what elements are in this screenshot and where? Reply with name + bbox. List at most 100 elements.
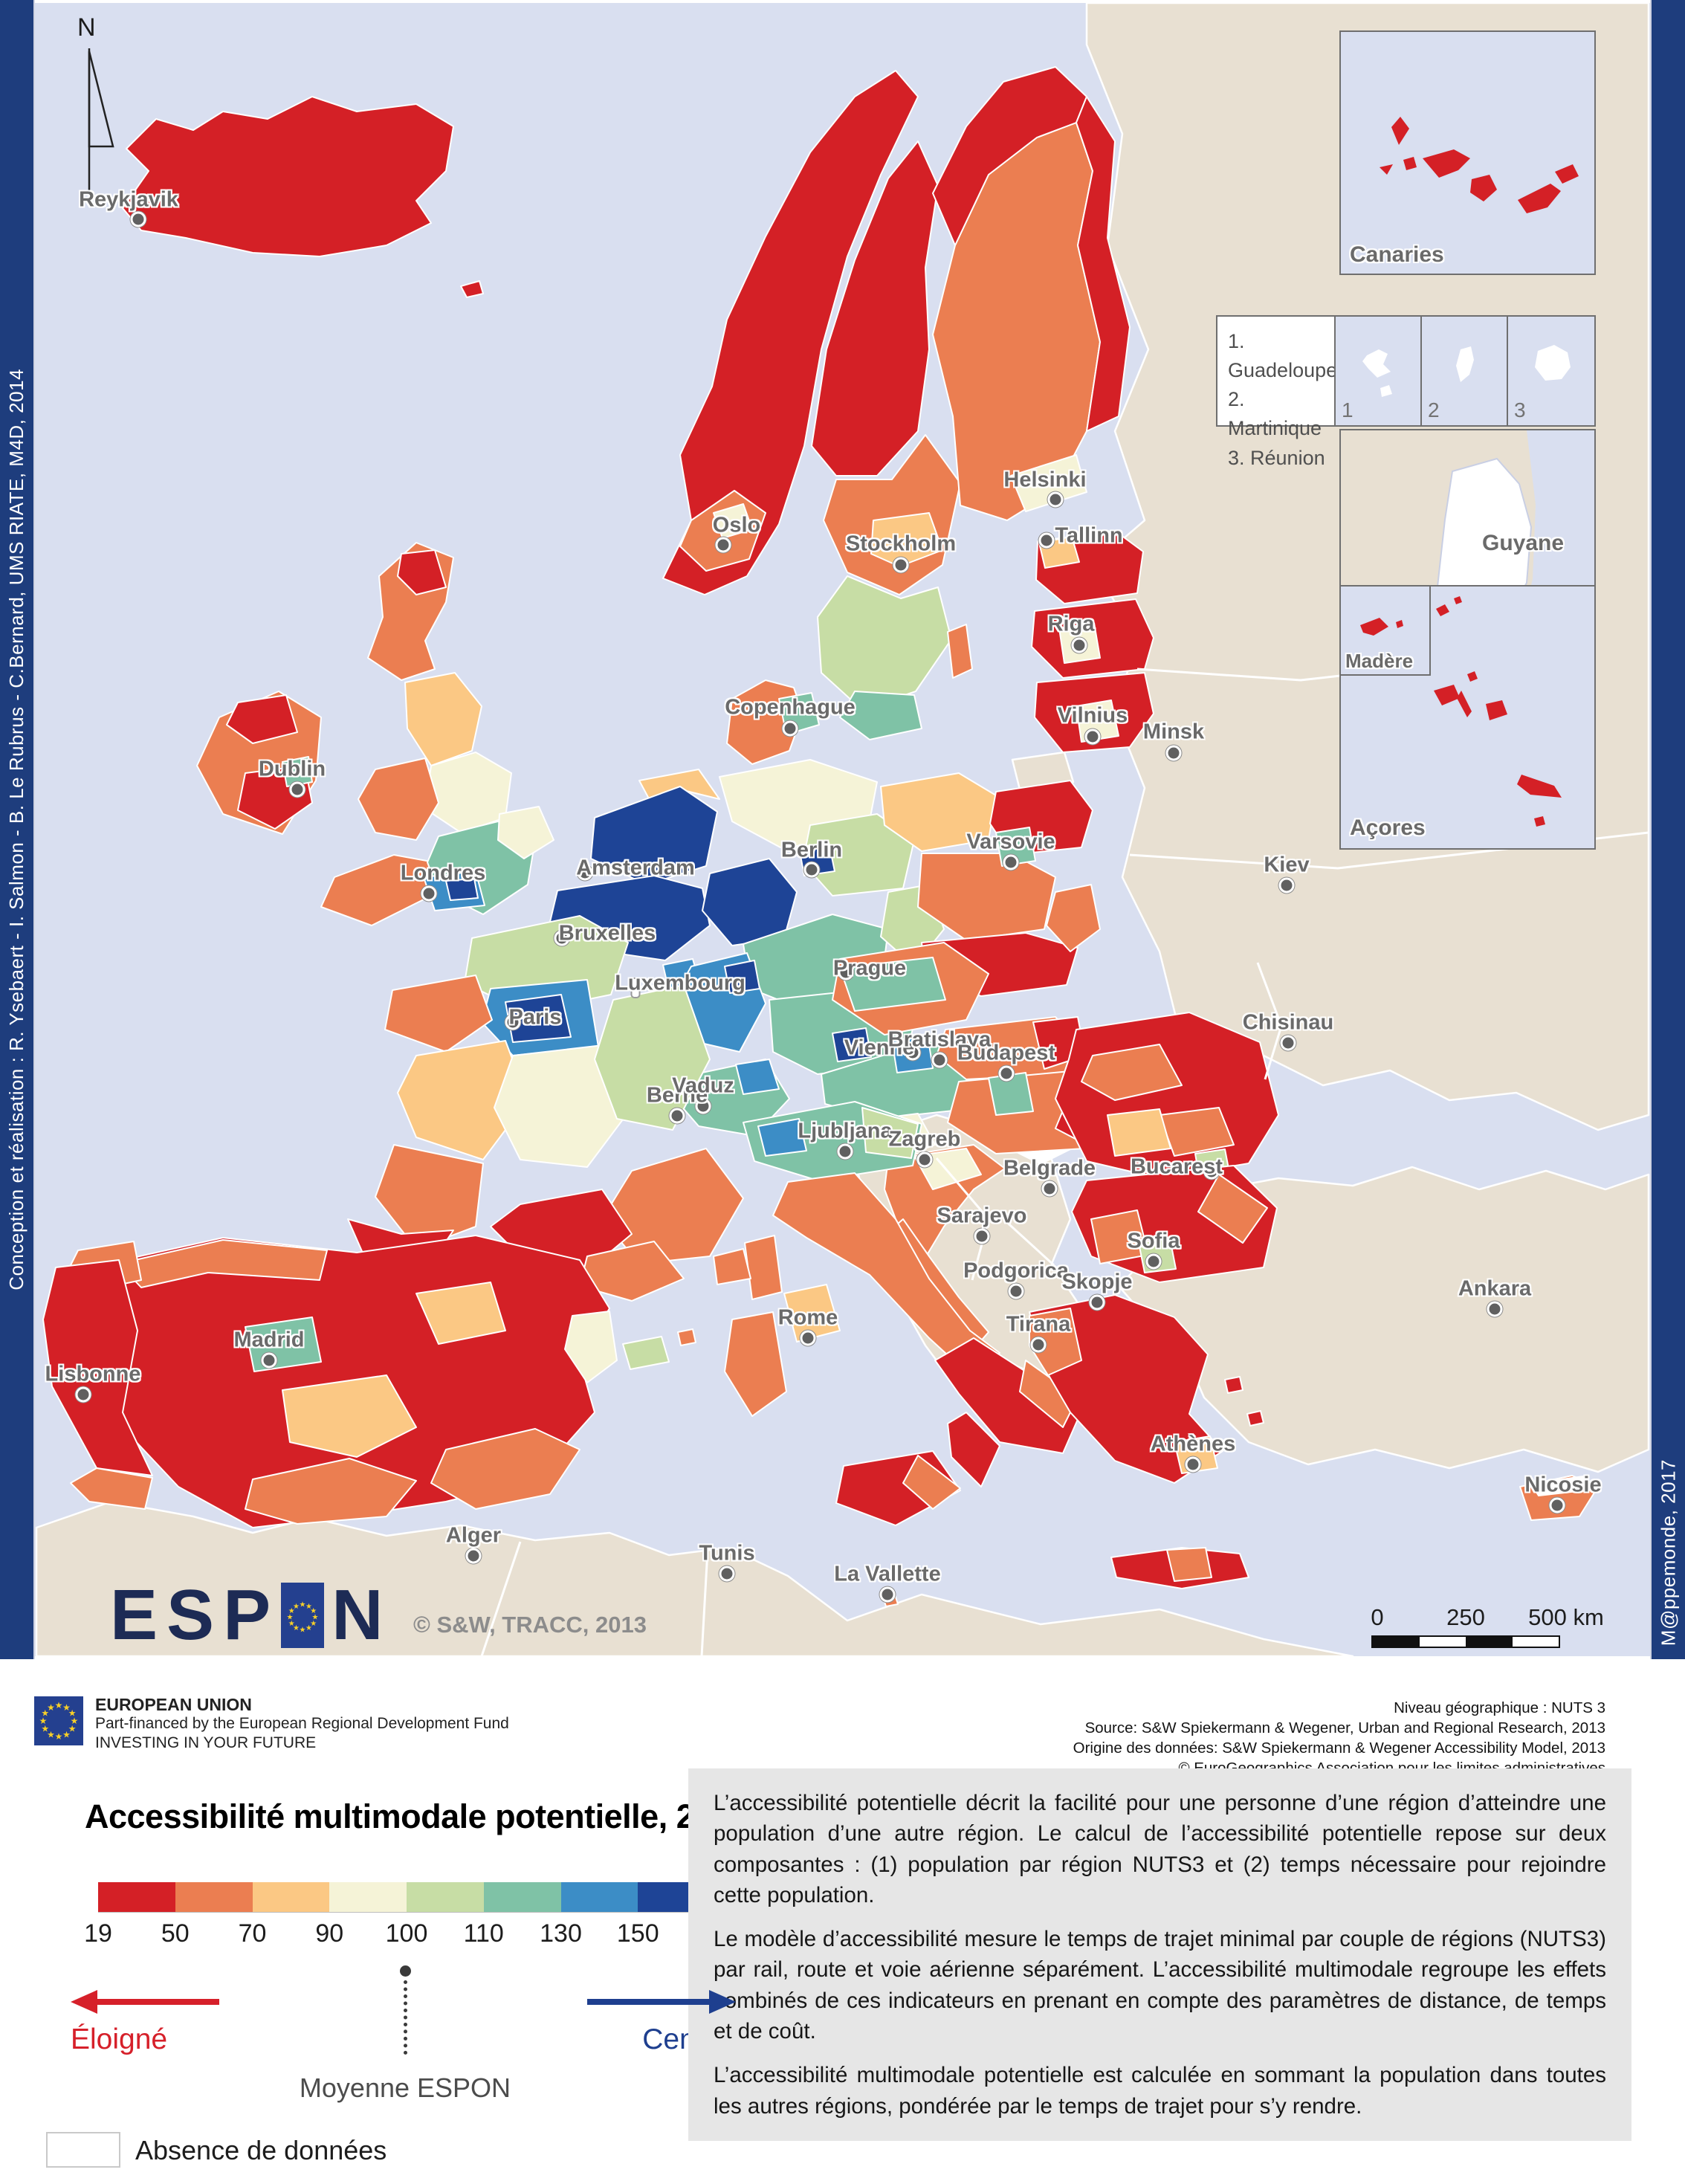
inset-guadeloupe-number: 1	[1342, 398, 1354, 421]
city-dot-ath-nes	[1185, 1456, 1201, 1473]
acores-islands	[1434, 596, 1562, 827]
map-region	[118, 1239, 328, 1288]
legend-tick: 130	[540, 1919, 582, 1948]
city-label-ath-nes: Athènes	[1150, 1432, 1236, 1456]
inset-reunion-number: 3	[1514, 398, 1526, 421]
map-region	[1029, 1308, 1082, 1376]
map-region	[497, 806, 554, 859]
legend-class-swatch	[407, 1882, 484, 1912]
legend-tick: 50	[161, 1919, 190, 1948]
city-dot-madrid	[261, 1352, 277, 1369]
map-region	[430, 1428, 580, 1510]
legend-tick: 110	[463, 1919, 504, 1948]
city-label-ljubljana: Ljubljana	[798, 1119, 893, 1143]
svg-text:★: ★	[305, 1624, 312, 1632]
country-border	[480, 1541, 522, 1656]
canaries-islands	[1380, 117, 1579, 213]
city-dot-luxembourg	[630, 978, 641, 998]
legend-class-swatch	[252, 1882, 330, 1912]
city-dot-oslo	[715, 537, 731, 553]
map-region	[42, 1259, 153, 1476]
city-label-rome: Rome	[777, 1305, 838, 1330]
city-dot-chisinau	[1280, 1035, 1296, 1051]
map-author-credit: Conception et réalisation : R. Ysebaert …	[5, 369, 28, 1290]
legend-tick: 100	[385, 1919, 428, 1948]
map-region	[415, 1282, 506, 1345]
city-dot-bratislava	[931, 1052, 948, 1068]
map-region	[1246, 1410, 1264, 1427]
map-region	[35, 1500, 1354, 1656]
svg-text:★: ★	[55, 1731, 63, 1742]
city-dot-londres	[421, 885, 437, 902]
map-region	[1055, 1012, 1279, 1179]
inset-canaries: Canaries	[1339, 30, 1596, 275]
map-region	[1011, 751, 1075, 791]
dom-territory-label: 3. Réunion	[1228, 446, 1325, 469]
map-region	[839, 691, 922, 740]
city-label-prague: Prague	[832, 956, 907, 980]
svg-text:★: ★	[39, 1716, 48, 1726]
legend-class-swatch	[560, 1882, 638, 1912]
city-dot-belgrade	[1041, 1180, 1058, 1197]
arrow-right-icon	[587, 1990, 736, 2014]
map-region	[832, 1027, 872, 1062]
city-label-amsterdam: Amsterdam	[576, 856, 695, 880]
map-region	[460, 280, 484, 298]
city-label-bruxelles: Bruxelles	[558, 921, 656, 946]
city-dot-zagreb	[916, 1151, 933, 1168]
map-region	[783, 1284, 841, 1343]
svg-text:★: ★	[310, 1620, 317, 1628]
svg-text:★: ★	[293, 1603, 300, 1611]
map-region	[397, 549, 447, 595]
city-dot-tirana	[1030, 1337, 1047, 1353]
city-label-sarajevo: Sarajevo	[937, 1204, 1027, 1228]
city-dot-la-vallette	[879, 1586, 896, 1603]
inset-madere: Madère	[1339, 585, 1431, 676]
map-region	[1081, 1044, 1183, 1101]
country-border	[1256, 962, 1283, 1080]
map-region	[811, 140, 939, 476]
map-region	[564, 1311, 618, 1383]
city-label-oslo: Oslo	[712, 513, 761, 537]
mean-dot-icon	[400, 1965, 411, 1977]
map-region	[880, 772, 997, 852]
city-dot-dublin	[289, 781, 305, 798]
city-label-ankara: Ankara	[1458, 1276, 1532, 1301]
legend-far-label: Éloigné	[71, 2023, 168, 2055]
inset-dom-label-box: 1. Guadeloupe 2. Martinique 3. Réunion	[1216, 315, 1337, 469]
city-label-paris: Paris	[508, 1005, 562, 1030]
city-label-bucarest: Bucarest	[1130, 1154, 1223, 1179]
scale-0: 0	[1371, 1604, 1384, 1630]
city-label-tirana: Tirana	[1006, 1312, 1071, 1337]
svg-text:★: ★	[62, 1702, 71, 1713]
city-dot-amsterdam	[577, 865, 593, 881]
map-region	[594, 984, 711, 1131]
city-label-madrid: Madrid	[233, 1328, 305, 1352]
map-region	[1046, 884, 1101, 952]
country-border	[935, 1157, 990, 1281]
city-dot-podgorica	[1008, 1283, 1024, 1299]
svg-text:★: ★	[288, 1607, 295, 1615]
eu-flag-icon: ★ ★ ★ ★ ★ ★ ★ ★ ★ ★ ★ ★	[281, 1583, 325, 1648]
eu-line2: Part-financed by the European Regional D…	[95, 1715, 509, 1732]
map-region	[1166, 1547, 1212, 1582]
city-dot-berne	[669, 1108, 685, 1124]
inset-acores: Açores Madère	[1339, 585, 1596, 850]
map-region	[817, 575, 952, 711]
city-label-zagreb: Zagreb	[888, 1127, 961, 1151]
map-region	[724, 1311, 787, 1417]
map-region	[590, 786, 718, 885]
map-region	[861, 1107, 919, 1159]
footer: ★ ★ ★ ★ ★ ★ ★ ★ ★ ★ ★ ★ EUROPEAN UNION Part-finance…	[0, 1659, 1685, 2184]
city-label-budapest: Budapest	[957, 1041, 1056, 1065]
map-region	[1107, 1108, 1171, 1157]
svg-text:★: ★	[41, 1724, 49, 1734]
city-label-tallinn: Tallinn	[1055, 523, 1123, 548]
svg-text:★: ★	[300, 1601, 306, 1609]
legend-tick: 70	[238, 1919, 267, 1948]
legend-class-swatch	[175, 1882, 253, 1912]
svg-text:★: ★	[71, 1716, 79, 1726]
country-border	[1002, 1218, 1055, 1267]
inset-martinique-number: 2	[1428, 398, 1440, 421]
city-label-la-vallette: La Vallette	[834, 1562, 941, 1586]
